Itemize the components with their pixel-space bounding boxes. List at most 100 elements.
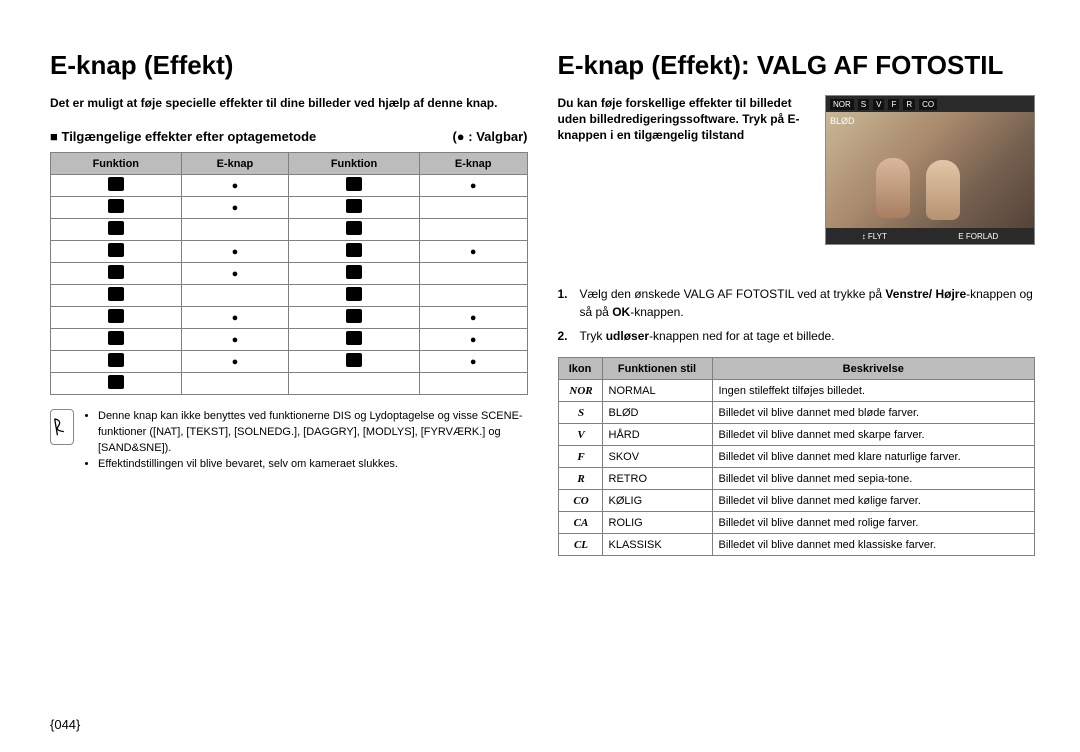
lcd-tag: V <box>873 99 884 110</box>
cup-icon <box>346 353 362 367</box>
note-icon <box>50 409 74 445</box>
style-icon: R <box>558 468 602 490</box>
lcd-tag: R <box>903 99 915 110</box>
right-column: E-knap (Effekt): VALG AF FOTOSTIL Du kan… <box>558 50 1036 556</box>
table-cell: ● <box>181 241 289 263</box>
style-desc: Billedet vil blive dannet med klassiske … <box>712 534 1035 556</box>
table-cell <box>289 373 420 395</box>
table-cell <box>419 197 527 219</box>
table-cell <box>289 241 420 263</box>
lcd-tag: CO <box>919 99 937 110</box>
table-cell <box>51 197 182 219</box>
style-icon: CO <box>558 490 602 512</box>
table-cell <box>289 197 420 219</box>
table-cell: ● <box>181 197 289 219</box>
th-funktion-2: Funktion <box>289 153 420 175</box>
table-cell: ● <box>181 351 289 373</box>
style-icon: V <box>558 424 602 446</box>
style-name: RETRO <box>602 468 712 490</box>
mountain-icon <box>108 353 124 367</box>
text-icon <box>108 375 124 389</box>
style-icon: S <box>558 402 602 424</box>
th-eknap-2: E-knap <box>419 153 527 175</box>
face-icon <box>108 221 124 235</box>
table-cell <box>51 329 182 351</box>
lcd-photo <box>826 112 1034 228</box>
table-cell <box>51 263 182 285</box>
step-item: Vælg den ønskede VALG AF FOTOSTIL ved at… <box>580 285 1036 321</box>
style-name: ROLIG <box>602 512 712 534</box>
style-icon: F <box>558 446 602 468</box>
table-cell: ● <box>419 241 527 263</box>
hand-icon <box>108 199 124 213</box>
table-cell <box>181 219 289 241</box>
camera-icon <box>108 177 124 191</box>
table-cell: ● <box>419 329 527 351</box>
lcd-tag: NOR <box>830 99 854 110</box>
gp-icon <box>108 243 124 257</box>
lcd-topbar: NORSVFRCO <box>826 96 1034 112</box>
style-desc: Billedet vil blive dannet med skarpe far… <box>712 424 1035 446</box>
table-cell: ● <box>181 263 289 285</box>
effects-table: Funktion E-knap Funktion E-knap ●●●●●●●●… <box>50 152 528 395</box>
flag-icon <box>346 287 362 301</box>
table-cell <box>51 373 182 395</box>
left-heading: E-knap (Effekt) <box>50 50 528 81</box>
lcd-leave-label: FORLAD <box>966 232 998 241</box>
table-cell <box>181 373 289 395</box>
table-cell: ● <box>181 307 289 329</box>
lcd-botbar: ↕ FLYT E FORLAD <box>826 228 1034 244</box>
table-cell <box>289 263 420 285</box>
lcd-move-label: FLYT <box>868 232 887 241</box>
table-cell <box>51 175 182 197</box>
target-icon <box>346 265 362 279</box>
note-box: Denne knap kan ikke benyttes ved funktio… <box>50 409 528 473</box>
style-icon: CL <box>558 534 602 556</box>
table-cell <box>289 329 420 351</box>
note-item: Effektindstillingen vil blive bevaret, s… <box>98 457 528 473</box>
page-number: {044} <box>50 717 80 732</box>
style-desc: Billedet vil blive dannet med rolige far… <box>712 512 1035 534</box>
th-funktionen-stil: Funktionen stil <box>602 358 712 380</box>
table-cell <box>289 285 420 307</box>
food-icon <box>346 199 362 213</box>
style-desc: Ingen stileffekt tilføjes billedet. <box>712 380 1035 402</box>
lcd-move-icon: ↕ <box>862 232 866 241</box>
style-desc: Billedet vil blive dannet med sepia-tone… <box>712 468 1035 490</box>
step-item: Tryk udløser-knappen ned for at tage et … <box>580 327 1036 345</box>
subhead-bullet: ■ <box>50 129 58 144</box>
table-cell <box>51 285 182 307</box>
note-item: Denne knap kan ikke benyttes ved funktio… <box>98 409 528 457</box>
flower-icon <box>346 177 362 191</box>
lcd-tag: S <box>858 99 869 110</box>
circle-icon <box>346 331 362 345</box>
film-icon <box>346 309 362 323</box>
style-desc: Billedet vil blive dannet med klare natu… <box>712 446 1035 468</box>
style-name: SKOV <box>602 446 712 468</box>
table-cell: ● <box>181 175 289 197</box>
table-cell: ● <box>419 175 527 197</box>
left-intro: Det er muligt at føje specielle effekter… <box>50 95 528 111</box>
right-intro: Du kan føje forskellige effekter til bil… <box>558 95 816 245</box>
lcd-e-icon: E <box>958 232 963 241</box>
left-subhead: ■ Tilgængelige effekter efter optagemeto… <box>50 129 528 144</box>
people-icon <box>108 331 124 345</box>
style-name: BLØD <box>602 402 712 424</box>
table-cell: ● <box>419 307 527 329</box>
style-desc: Billedet vil blive dannet med kølige far… <box>712 490 1035 512</box>
style-name: KLASSISK <box>602 534 712 556</box>
left-column: E-knap (Effekt) Det er muligt at føje sp… <box>50 50 528 556</box>
table-cell <box>289 307 420 329</box>
portrait-icon <box>108 265 124 279</box>
style-name: HÅRD <box>602 424 712 446</box>
style-desc: Billedet vil blive dannet med bløde farv… <box>712 402 1035 424</box>
table-cell <box>51 219 182 241</box>
style-icon: NOR <box>558 380 602 402</box>
table-cell <box>181 285 289 307</box>
swirl-icon <box>108 287 124 301</box>
table-cell <box>419 373 527 395</box>
th-eknap-1: E-knap <box>181 153 289 175</box>
right-heading: E-knap (Effekt): VALG AF FOTOSTIL <box>558 50 1036 81</box>
cafe-icon <box>346 221 362 235</box>
moon-icon <box>108 309 124 323</box>
